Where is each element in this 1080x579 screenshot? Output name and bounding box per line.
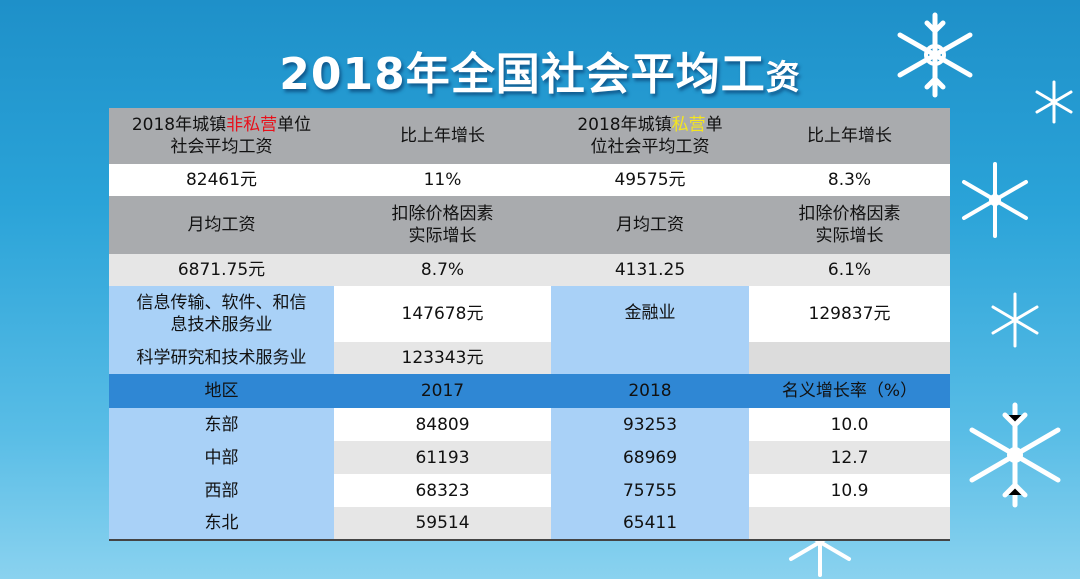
- snowflake-icon: [962, 162, 1028, 238]
- region-name: 东部: [109, 408, 334, 441]
- header-urban-private: 2018年城镇私营单 位社会平均工资: [551, 108, 749, 164]
- table-row: 西部 68323 75755 10.9: [109, 474, 950, 507]
- table-row: 2018年城镇非私营单位 社会平均工资 比上年增长 2018年城镇私营单 位社会…: [109, 108, 950, 164]
- empty-cell: [749, 342, 950, 374]
- table-cell: 68969: [551, 441, 749, 474]
- table-row: 中部 61193 68969 12.7: [109, 441, 950, 474]
- table-cell: 10.9: [749, 474, 950, 507]
- header-real-growth: 扣除价格因素 实际增长: [334, 196, 551, 254]
- snowflake-icon: [1035, 80, 1073, 124]
- header-year-2017: 2017: [334, 374, 551, 408]
- wage-table: 2018年城镇非私营单位 社会平均工资 比上年增长 2018年城镇私营单 位社会…: [109, 108, 950, 541]
- header-monthly-wage: 月均工资: [551, 196, 749, 254]
- header-real-growth: 扣除价格因素 实际增长: [749, 196, 950, 254]
- table-row: 月均工资 扣除价格因素 实际增长 月均工资 扣除价格因素 实际增长: [109, 196, 950, 254]
- industry-name: 信息传输、软件、和信 息技术服务业: [109, 286, 334, 342]
- header-urban-nonprivate: 2018年城镇非私营单位 社会平均工资: [109, 108, 334, 164]
- header-monthly-wage: 月均工资: [109, 196, 334, 254]
- snowflake-icon: [969, 402, 1061, 508]
- table-cell: 75755: [551, 474, 749, 507]
- industry-wage: 129837元: [749, 286, 950, 342]
- table-cell: 10.0: [749, 408, 950, 441]
- table-cell: 68323: [334, 474, 551, 507]
- header-nominal-growth: 名义增长率（%）: [749, 374, 950, 408]
- header-growth: 比上年增长: [749, 108, 950, 164]
- table-cell: 11%: [334, 164, 551, 196]
- header-year-2018: 2018: [551, 374, 749, 408]
- table-cell: 49575元: [551, 164, 749, 196]
- table-row: 科学研究和技术服务业 123343元: [109, 342, 950, 374]
- table-row: 地区 2017 2018 名义增长率（%）: [109, 374, 950, 408]
- table-cell: 8.3%: [749, 164, 950, 196]
- region-name: 西部: [109, 474, 334, 507]
- table-cell: 6.1%: [749, 254, 950, 286]
- table-row: 6871.75元 8.7% 4131.25 6.1%: [109, 254, 950, 286]
- table-cell: 12.7: [749, 441, 950, 474]
- table-cell: 93253: [551, 408, 749, 441]
- snowflake-icon: [991, 292, 1039, 348]
- table-cell: 8.7%: [334, 254, 551, 286]
- industry-wage: 147678元: [334, 286, 551, 342]
- page-title: 2018年全国社会平均工资: [279, 49, 801, 100]
- table-row: 东部 84809 93253 10.0: [109, 408, 950, 441]
- table-row: 东北 59514 65411: [109, 507, 950, 540]
- table-cell: 82461元: [109, 164, 334, 196]
- snowflake-icon: [897, 12, 973, 98]
- table-cell: [749, 507, 950, 540]
- table-cell: 84809: [334, 408, 551, 441]
- table-cell: 61193: [334, 441, 551, 474]
- table-cell: 65411: [551, 507, 749, 540]
- table-row: 82461元 11% 49575元 8.3%: [109, 164, 950, 196]
- region-name: 中部: [109, 441, 334, 474]
- table-row: 信息传输、软件、和信 息技术服务业 147678元 金融业 129837元: [109, 286, 950, 374]
- industry-wage: 123343元: [334, 342, 551, 374]
- industry-name: 金融业: [551, 286, 749, 374]
- header-growth: 比上年增长: [334, 108, 551, 164]
- header-region: 地区: [109, 374, 334, 408]
- table-cell: 4131.25: [551, 254, 749, 286]
- region-name: 东北: [109, 507, 334, 540]
- table-cell: 59514: [334, 507, 551, 540]
- industry-name: 科学研究和技术服务业: [109, 342, 334, 374]
- table-cell: 6871.75元: [109, 254, 334, 286]
